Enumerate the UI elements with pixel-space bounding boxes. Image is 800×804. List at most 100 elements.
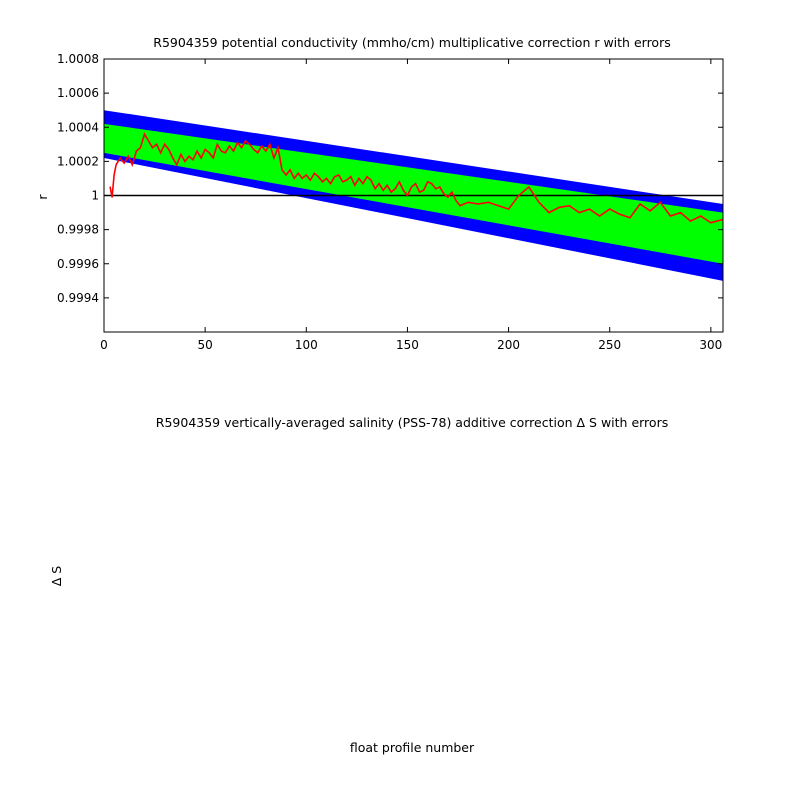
bottom-data-point xyxy=(306,555,307,556)
top-data-point xyxy=(208,152,210,154)
bottom-data-point xyxy=(399,563,400,564)
top-data-point xyxy=(188,155,190,157)
bottom-data-point xyxy=(478,582,479,583)
bottom-data-point xyxy=(338,555,339,556)
bottom-data-point xyxy=(354,567,355,568)
top-data-point xyxy=(568,205,570,207)
bottom-data-point xyxy=(518,576,519,577)
top-data-point xyxy=(346,179,348,181)
top-data-point xyxy=(649,210,651,212)
top-data-point xyxy=(338,174,340,176)
bottom-data-point xyxy=(690,598,691,599)
bottom-data-point xyxy=(245,524,246,525)
top-data-point xyxy=(374,188,376,190)
top-data-point xyxy=(447,196,449,198)
top-data-point xyxy=(180,153,182,156)
bottom-y-tick-label: 0.02 xyxy=(72,490,99,504)
top-y-tick-label: 1.0008 xyxy=(57,52,99,66)
bottom-subplot: R5904359 vertically-averaged salinity (P… xyxy=(49,415,668,755)
top-data-point xyxy=(451,191,453,193)
top-data-point xyxy=(184,160,186,162)
top-data-point xyxy=(176,164,178,166)
top-data-point xyxy=(196,150,198,152)
top-y-tick-label: 1.0006 xyxy=(57,86,99,100)
bottom-data-point xyxy=(350,557,351,558)
top-data-point xyxy=(382,189,384,191)
bottom-data-point xyxy=(342,563,343,564)
bottom-inner-error-band xyxy=(104,510,723,629)
bottom-data-point xyxy=(415,565,416,566)
top-data-point xyxy=(200,157,202,159)
bottom-data-point xyxy=(148,524,149,525)
top-data-point xyxy=(548,212,550,214)
top-data-point xyxy=(431,183,433,185)
top-data-point xyxy=(119,157,121,159)
top-data-point xyxy=(518,194,520,197)
top-data-point xyxy=(455,200,457,202)
top-data-point xyxy=(224,152,226,154)
bottom-data-point xyxy=(370,561,371,562)
bottom-data-point xyxy=(431,565,432,566)
bottom-axes-frame xyxy=(104,438,723,712)
bottom-data-point xyxy=(286,557,287,558)
bottom-data-point xyxy=(358,559,359,560)
top-data-point xyxy=(151,147,154,149)
bottom-data-point xyxy=(419,572,420,573)
top-data-point xyxy=(131,164,133,166)
top-data-point xyxy=(220,150,222,152)
top-data-point xyxy=(334,176,336,178)
bottom-data-point xyxy=(168,531,169,532)
top-data-point xyxy=(111,196,113,198)
bottom-data-point xyxy=(722,598,723,599)
top-data-point xyxy=(394,188,396,190)
bottom-y-tick-label: -0.03 xyxy=(68,685,99,699)
bottom-data-point xyxy=(362,565,363,566)
bottom-data-point xyxy=(559,588,560,589)
top-data-point xyxy=(249,143,251,145)
top-data-point xyxy=(362,183,364,185)
top-data-point xyxy=(410,186,413,188)
top-data-point xyxy=(228,145,230,147)
top-data-point xyxy=(192,159,194,161)
top-data-point xyxy=(236,142,239,144)
bottom-data-point xyxy=(387,565,388,566)
top-data-point xyxy=(241,147,243,149)
bottom-outer-error-band xyxy=(104,497,723,654)
bottom-data-point xyxy=(225,535,226,536)
bottom-data-point xyxy=(322,563,323,564)
top-data-point xyxy=(305,174,307,176)
bottom-y-tick-label: 0.03 xyxy=(72,451,99,465)
bottom-data-point xyxy=(411,567,412,568)
top-y-axis-label: r xyxy=(35,194,50,200)
bottom-data-point xyxy=(269,527,270,528)
top-data-point xyxy=(156,143,158,145)
top-data-point xyxy=(143,133,146,135)
top-data-point xyxy=(558,206,560,208)
top-data-point xyxy=(538,201,540,203)
top-x-tick-label: 250 xyxy=(598,338,621,352)
top-data-point xyxy=(317,176,319,178)
bottom-data-point xyxy=(221,531,222,532)
bottom-data-point xyxy=(298,555,299,556)
bottom-x-tick-label: 150 xyxy=(396,718,419,732)
top-data-point xyxy=(160,152,162,154)
bottom-data-point xyxy=(589,590,590,591)
top-chart-title: R5904359 potential conductivity (mmho/cm… xyxy=(153,35,670,50)
top-x-tick-label: 0 xyxy=(100,338,108,352)
top-plot-area: 0 50 100 150 200 250 300-0.03-0.02-0.0100.010.… xyxy=(68,110,723,732)
bottom-data-point xyxy=(116,543,117,544)
bottom-data-point xyxy=(346,561,347,562)
bottom-data-point xyxy=(619,594,620,595)
bottom-data-point xyxy=(152,531,153,532)
top-y-tick-label: 0.9996 xyxy=(57,257,99,271)
top-data-point xyxy=(508,208,510,210)
top-data-point xyxy=(265,150,267,152)
bottom-data-point xyxy=(201,539,202,540)
bottom-data-point xyxy=(265,533,266,534)
top-data-point xyxy=(168,148,170,150)
top-data-point xyxy=(439,186,441,188)
bottom-data-point xyxy=(629,596,630,597)
bottom-data-point xyxy=(290,551,291,552)
top-data-point xyxy=(139,147,141,149)
bottom-data-point xyxy=(403,571,404,572)
